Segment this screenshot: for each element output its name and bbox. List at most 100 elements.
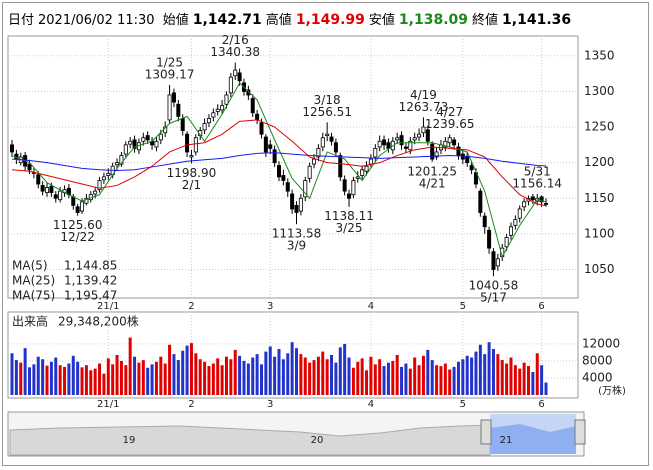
candle-body xyxy=(9,144,14,153)
x-tick-label: 3 xyxy=(267,301,273,312)
volume-bar xyxy=(23,348,27,395)
candle-body xyxy=(347,193,352,199)
volume-bar xyxy=(408,368,412,395)
volume-bar xyxy=(290,342,294,395)
candle-body xyxy=(40,185,45,192)
volume-bar xyxy=(343,343,347,395)
navigator-handle-left[interactable] xyxy=(480,419,492,445)
volume-bar xyxy=(391,360,395,395)
candle-body xyxy=(513,219,518,226)
volume-bar xyxy=(176,360,180,395)
annotation-value: 1201.25 xyxy=(407,164,457,178)
volume-bar xyxy=(443,363,447,395)
volume-bar xyxy=(540,365,544,395)
volume-bar xyxy=(470,357,474,395)
volume-bar xyxy=(159,356,163,395)
candle-body xyxy=(456,146,461,156)
volume-bar xyxy=(67,363,71,395)
candle-body xyxy=(338,155,343,178)
volume-bar xyxy=(19,362,23,395)
candle-body xyxy=(417,133,422,138)
volume-bar xyxy=(474,351,478,395)
volume-total: 29,348,200株 xyxy=(58,314,139,329)
candle-body xyxy=(364,165,369,172)
ma-line xyxy=(11,119,547,207)
volume-bar xyxy=(505,363,509,395)
candle-body xyxy=(259,122,264,135)
volume-bar xyxy=(430,360,434,395)
candle-body xyxy=(141,137,146,142)
volume-bar xyxy=(452,366,456,395)
candle-body xyxy=(237,72,242,82)
volume-bar xyxy=(54,357,58,395)
volume-bar xyxy=(321,351,325,395)
candle-body xyxy=(180,118,185,132)
candle-body xyxy=(382,139,387,146)
volume-bar xyxy=(303,357,307,395)
volume-bar xyxy=(76,361,80,395)
volume-bar xyxy=(238,355,242,395)
volume-bar xyxy=(369,356,373,395)
candle-body xyxy=(158,133,163,141)
volume-bar xyxy=(518,368,522,395)
annotation-value: 1125.60 xyxy=(53,218,103,232)
candle-body xyxy=(36,174,41,185)
annotation-value: 1263.73 xyxy=(399,100,449,114)
candle-body xyxy=(167,94,172,121)
volume-bar xyxy=(49,361,53,395)
volume-bar xyxy=(395,354,399,395)
candle-body xyxy=(132,139,137,149)
candle-body xyxy=(255,113,260,121)
volume-bar xyxy=(194,353,198,395)
volume-bar xyxy=(41,359,45,395)
volume-bar xyxy=(456,361,460,395)
annotation-date: 4/19 xyxy=(410,88,437,102)
candle-body xyxy=(495,258,500,267)
volume-bar xyxy=(330,354,334,395)
volume-bar xyxy=(211,363,215,395)
volume-bar xyxy=(360,358,364,395)
candle-body xyxy=(84,197,89,204)
volume-bar xyxy=(461,359,465,395)
candle-body xyxy=(250,98,255,114)
candle-body xyxy=(119,155,124,165)
volume-bar xyxy=(334,362,338,395)
candle-body xyxy=(430,143,435,160)
candle-body xyxy=(193,137,198,153)
annotation-value: 1156.14 xyxy=(512,176,562,190)
annotation-date: 12/22 xyxy=(60,230,95,244)
candle-body xyxy=(360,169,365,176)
volume-bar xyxy=(439,366,443,395)
candle-body xyxy=(508,226,513,236)
annotation-date: 3/18 xyxy=(314,93,341,107)
quote-label: 終値 xyxy=(472,13,499,28)
candle-body xyxy=(316,148,321,158)
y-tick-label: 1350 xyxy=(584,48,615,62)
annotation-value: 1040.58 xyxy=(469,279,519,293)
candle-body xyxy=(403,146,408,149)
candle-body xyxy=(377,140,382,148)
navigator-label: 20 xyxy=(311,435,324,446)
volume-bar xyxy=(426,349,430,395)
volume-bar xyxy=(58,365,62,395)
volume-bar xyxy=(146,367,150,395)
volume-bar xyxy=(150,364,154,395)
candle-body xyxy=(373,148,378,158)
navigator-label: 21 xyxy=(500,435,513,446)
volume-bar xyxy=(295,348,299,395)
navigator-handle-right[interactable] xyxy=(574,419,586,445)
volume-bar xyxy=(277,349,281,395)
volume-bar xyxy=(163,363,167,395)
candle-body xyxy=(307,165,312,179)
x-tick-label: 2 xyxy=(188,301,194,312)
x-tick-label: 21/1 xyxy=(97,399,119,410)
candle-body xyxy=(272,149,277,164)
volume-bar xyxy=(207,366,211,395)
volume-bar xyxy=(299,354,303,395)
candle-body xyxy=(211,112,216,118)
volume-bar xyxy=(98,363,102,395)
volume-bar xyxy=(378,359,382,395)
volume-bar xyxy=(181,350,185,395)
candle-body xyxy=(263,136,268,153)
annotation-value: 1309.17 xyxy=(145,67,195,81)
